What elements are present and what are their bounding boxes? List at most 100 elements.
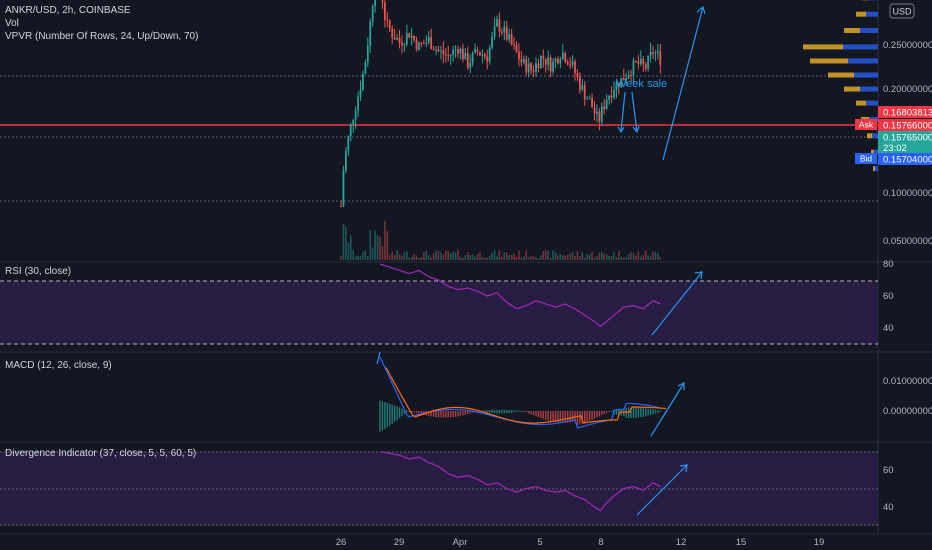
vpvr-indicator-title[interactable]: VPVR (Number Of Rows, 24, Up/Down, 70): [5, 31, 198, 42]
macd-histogram-bar: [520, 410, 523, 412]
candle-body: [427, 36, 430, 43]
volume-bar: [613, 252, 615, 260]
volume-profile-bar: [803, 44, 843, 50]
arrow-divergence[interactable]: [636, 464, 688, 516]
candle-body: [408, 32, 411, 38]
volume-bar: [652, 251, 654, 260]
candle-body: [418, 42, 420, 50]
candle-body: [598, 111, 601, 122]
currency-button-label[interactable]: USD: [892, 7, 912, 17]
drawing-arrows[interactable]: [376, 5, 706, 516]
price-axis-label: 0.20000000: [883, 84, 932, 95]
macd-histogram-bar: [574, 411, 576, 422]
vol-indicator-title[interactable]: Vol: [5, 18, 19, 29]
candle-body: [588, 98, 591, 100]
candle-body: [620, 77, 623, 88]
volume-bar: [415, 255, 418, 260]
candle-body: [342, 170, 345, 207]
volume-bar: [630, 252, 632, 260]
candle-body: [508, 34, 511, 40]
volume-bar: [442, 254, 445, 260]
candle-body: [464, 52, 467, 60]
candle-body: [347, 135, 350, 151]
candle-body: [654, 52, 657, 54]
macd-histogram-bar: [545, 411, 547, 420]
currency-button[interactable]: [889, 3, 915, 19]
candle-body: [415, 39, 418, 50]
last-price-tag: [878, 131, 932, 153]
macd-histogram-bar: [542, 411, 545, 419]
candle-body: [603, 106, 606, 109]
volume-bar: [354, 256, 357, 260]
candlestick-series[interactable]: [340, 0, 662, 208]
symbol-title[interactable]: ANKR/USD, 2h, COINBASE: [5, 5, 131, 16]
volume-bar: [396, 250, 398, 260]
candle-body: [600, 106, 603, 122]
macd-histogram-bar: [386, 402, 389, 428]
macd-histogram-bar: [559, 411, 562, 423]
arrowhead-icon: [632, 125, 640, 134]
volume-bar: [654, 251, 657, 260]
candle-body: [530, 63, 533, 71]
volume-bar: [459, 256, 462, 260]
candle-body: [374, 0, 377, 7]
volume-bar: [527, 257, 530, 260]
volume-bar: [406, 251, 408, 260]
macd-histogram-bar: [403, 409, 406, 415]
candle-body: [422, 43, 425, 45]
arrow-macd-prev[interactable]: [376, 351, 381, 365]
volume-profile: [803, 0, 878, 172]
ask-price-value: 0.15766000: [883, 121, 932, 132]
candle-body: [405, 32, 408, 45]
volume-bar: [457, 250, 459, 260]
macd-histogram-bar: [515, 410, 518, 413]
macd-histogram-bar: [581, 411, 584, 424]
macd-histogram-bar: [469, 411, 471, 414]
volume-bar: [640, 256, 642, 260]
macd-histogram-bar: [601, 411, 603, 416]
volume-bar: [364, 250, 367, 260]
volume-bar: [547, 250, 549, 260]
volume-bar: [471, 254, 474, 260]
macd-histogram-bar: [493, 409, 496, 414]
candle-body: [444, 54, 447, 56]
candle-body: [576, 73, 579, 77]
macd-histogram-bar: [467, 411, 469, 415]
rsi-title[interactable]: RSI (30, close): [5, 266, 71, 277]
volume-bar: [579, 256, 581, 260]
arrow-price[interactable]: [662, 6, 704, 161]
volume-bar: [518, 250, 520, 260]
arrow-rsi[interactable]: [651, 271, 703, 336]
candle-body: [371, 6, 374, 23]
volume-profile-bar: [875, 166, 878, 172]
macd-histogram-bar: [576, 411, 579, 426]
macd-histogram-bar: [615, 409, 618, 415]
candle-body: [403, 44, 406, 46]
volume-bar: [562, 255, 564, 260]
macd-histogram-bar: [428, 411, 430, 416]
candle-body: [442, 50, 445, 55]
macd-title[interactable]: MACD (12, 26, close, 9): [5, 360, 112, 371]
candle-body: [622, 77, 625, 81]
volume-bar: [535, 257, 537, 260]
macd-histogram-bar: [415, 411, 418, 414]
candle-body: [454, 49, 457, 51]
candle-body: [396, 38, 398, 40]
week-sale-label[interactable]: Week sale: [616, 78, 667, 90]
volume-bar: [637, 251, 640, 260]
volume-profile-bar: [844, 86, 860, 92]
arrowhead-icon: [617, 126, 625, 134]
candle-body: [357, 96, 359, 111]
arrow-macd[interactable]: [650, 382, 685, 437]
volume-bar: [464, 254, 467, 260]
volume-bar: [376, 235, 379, 260]
volume-bar: [496, 256, 498, 260]
macd-histogram-bar: [564, 411, 566, 423]
candle-body: [493, 26, 496, 37]
volume-bar: [423, 251, 425, 260]
volume-bar: [349, 235, 352, 260]
macd-histogram-bar: [506, 409, 508, 414]
volume-bars: [340, 220, 662, 260]
divergence-title[interactable]: Divergence Indicator (37, close, 5, 5, 6…: [5, 448, 196, 459]
